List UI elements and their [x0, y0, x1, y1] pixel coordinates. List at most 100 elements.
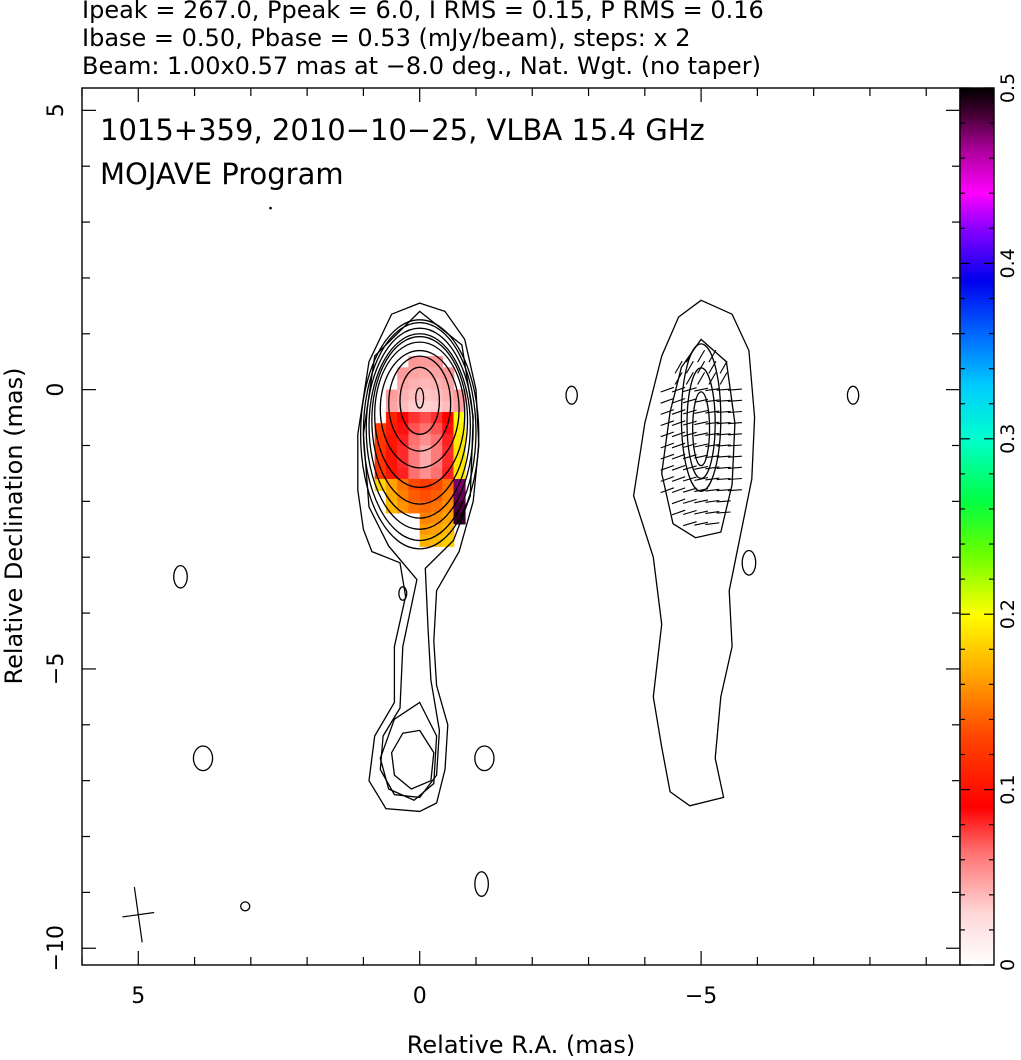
evpa-vector	[705, 432, 720, 436]
evpa-vector	[708, 349, 717, 363]
pol-pixel	[385, 400, 398, 413]
evpa-vector	[727, 466, 742, 469]
colorbar-ticks: 0 0.1 0.2 0.3 0.4 0.5	[960, 73, 1019, 971]
pol-pixel	[385, 412, 398, 424]
noise-dot	[269, 206, 272, 210]
colorbar-tick-label: 0.5	[997, 73, 1019, 103]
colorbar-tick-label: 0	[997, 959, 1019, 971]
evpa-vector	[682, 420, 697, 426]
intensity-contour-knot	[390, 729, 435, 790]
pol-contour-inner-3	[692, 391, 711, 467]
isolated-contour-blobs	[173, 206, 860, 912]
x-axis-label: Relative R.A. (mas)	[407, 1031, 635, 1059]
pol-pixel	[442, 456, 455, 469]
pol-pixel	[408, 389, 421, 402]
pol-pixel	[397, 389, 410, 402]
pol-pixel	[430, 400, 443, 413]
y-tick-label: −10	[44, 925, 69, 971]
evpa-vector	[708, 360, 717, 374]
pol-pixel	[430, 356, 443, 369]
evpa-vector	[694, 454, 709, 459]
intensity-contours	[357, 302, 480, 813]
evpa-vector	[705, 410, 720, 414]
pol-pixel	[442, 423, 455, 436]
evpa-vector	[716, 477, 731, 481]
evpa-vector	[674, 360, 683, 374]
evpa-vector	[671, 420, 686, 427]
pol-pixel	[419, 389, 432, 402]
evpa-vector	[671, 487, 686, 494]
pol-pixel	[408, 434, 421, 447]
evpa-vector	[694, 521, 709, 526]
evpa-vector	[716, 489, 731, 492]
pol-pixel	[397, 434, 410, 447]
intensity-contour-peak	[415, 387, 425, 409]
pol-contour-outer	[632, 299, 756, 807]
evpa-vector	[716, 433, 731, 436]
chart-title: 1015+359, 2010−10−25, VLBA 15.4 GHz	[100, 113, 705, 147]
pol-pixel	[430, 434, 443, 447]
pol-pixel	[419, 467, 432, 480]
pol-pixel	[430, 534, 443, 547]
pol-pixel	[408, 378, 421, 391]
pol-pixel	[408, 456, 421, 469]
evpa-vector	[727, 444, 742, 447]
evpa-vector	[694, 398, 709, 403]
evpa-vector	[694, 387, 709, 392]
evpa-vector	[719, 360, 728, 374]
pol-pixel	[430, 501, 443, 514]
evpa-vector	[671, 476, 686, 482]
evpa-vector	[716, 388, 731, 391]
pol-pixel	[442, 490, 455, 503]
evpa-vector	[705, 488, 720, 492]
evpa-vector	[685, 360, 694, 374]
evpa-vector	[682, 487, 697, 493]
pol-pixel	[385, 456, 398, 469]
evpa-vector	[671, 386, 686, 393]
evpa-vector	[671, 464, 686, 471]
x-tick-label: 0	[413, 984, 427, 1009]
evpa-vector	[660, 397, 675, 404]
plot-area	[122, 206, 860, 943]
evpa-vector	[727, 455, 742, 458]
pol-pixel	[419, 378, 432, 391]
contour-blob	[398, 586, 408, 601]
colorbar-frame	[959, 87, 995, 966]
pol-pixel	[419, 412, 432, 424]
colorbar	[960, 88, 994, 965]
evpa-vector	[685, 372, 694, 385]
evpa-vector	[682, 431, 697, 437]
contour-blob	[192, 745, 214, 772]
evpa-vectors	[660, 349, 742, 527]
pol-pixel	[397, 445, 410, 458]
intensity-contour-knot-outer	[379, 701, 438, 801]
pol-contour-inner-1	[680, 343, 722, 492]
evpa-vector	[694, 432, 709, 437]
pol-pixel	[430, 467, 443, 480]
evpa-vector	[660, 420, 675, 427]
evpa-vector	[671, 453, 686, 460]
x-tick-label: −5	[685, 984, 717, 1009]
evpa-vector	[660, 476, 675, 482]
restoring-beam	[122, 886, 155, 943]
pol-pixel	[397, 467, 410, 480]
pol-pixel	[397, 490, 410, 503]
pol-pixel	[419, 423, 432, 436]
pol-pixel	[408, 479, 421, 491]
x-tick-label: 5	[131, 984, 145, 1009]
header-line-1: Ipeak = 267.0, Ppeak = 6.0, I RMS = 0.15…	[82, 0, 764, 24]
evpa-vector	[694, 409, 709, 414]
evpa-vector	[671, 409, 686, 415]
pol-pixel	[419, 456, 432, 469]
pol-pixel	[397, 423, 410, 436]
evpa-vector	[682, 521, 697, 527]
y-tick-label: −5	[44, 653, 69, 685]
evpa-vector	[705, 499, 720, 503]
pol-pixel	[453, 412, 466, 424]
evpa-vector	[697, 360, 706, 374]
y-axis-label: Relative Declination (mas)	[0, 367, 28, 684]
colorbar-tick-label: 0.3	[997, 424, 1019, 454]
evpa-vector	[694, 421, 709, 426]
pol-pixel	[385, 434, 398, 447]
